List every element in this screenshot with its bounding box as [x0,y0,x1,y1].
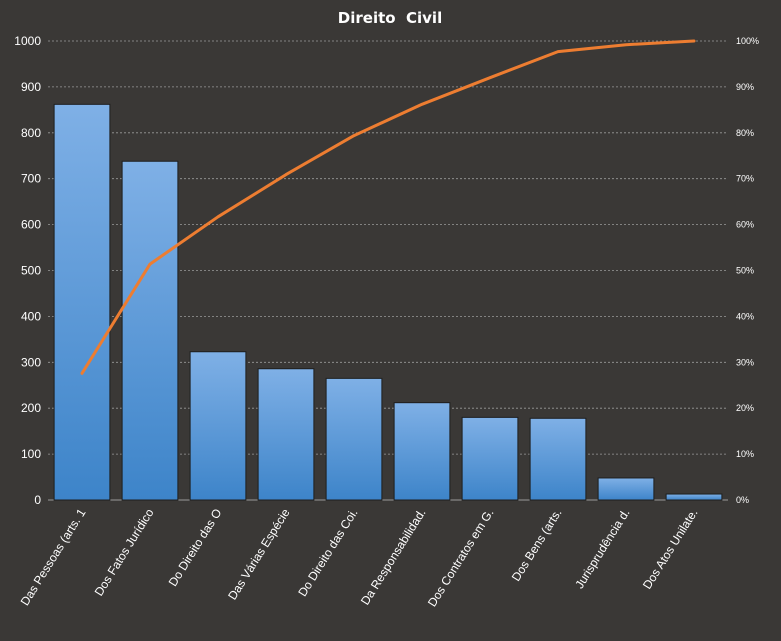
y2-tick-label: 50% [736,266,754,276]
bar [121,160,179,501]
category-label: Do Direito das O [166,506,225,589]
y2-tick-label: 80% [736,128,754,138]
category-label: Dos Contratos em G. [425,506,497,609]
y2-tick-label: 40% [736,311,754,321]
category-label: Do Direito das Coi. [295,506,360,599]
y-tick-label: 1000 [14,34,41,48]
left-axis-ticks: 0 100 200 300 400 500 600 700 800 900 1000 [14,34,41,507]
cumulative-line-group [80,39,696,375]
y-tick-label: 0 [34,493,41,507]
category-labels: Das Pessoas (arts. 1 Dos Fatos Jurídico Do… [18,506,701,609]
category-label: Dos Fatos Jurídico [92,506,157,599]
y2-tick-label: 60% [736,220,754,230]
y-tick-label: 700 [21,172,41,186]
category-label: Dos Atos Unilate. [640,506,701,591]
y-tick-label: 900 [21,80,41,94]
y2-tick-label: 10% [736,449,754,459]
y2-tick-label: 0% [736,495,749,505]
bar [325,377,383,501]
bar [53,103,111,501]
category-label: Jurisprudência d. [572,506,632,591]
y-tick-label: 800 [21,126,41,140]
cumulative-line [80,39,696,375]
y2-tick-label: 90% [736,82,754,92]
category-label: Das Várias Espécie [225,506,293,602]
bar [189,351,247,501]
bar [597,477,655,501]
category-label: Da Responsabilidad. [358,506,429,607]
y2-tick-label: 30% [736,357,754,367]
bar [665,493,723,501]
y2-tick-label: 100% [736,36,759,46]
y-tick-label: 500 [21,264,41,278]
y2-tick-label: 20% [736,403,754,413]
y-tick-label: 400 [21,309,41,323]
category-label: Das Pessoas (arts. 1 [18,506,89,608]
bar [529,417,587,501]
bar [393,402,451,501]
bar [257,368,315,501]
y-tick-label: 100 [21,447,41,461]
y2-tick-label: 70% [736,174,754,184]
y-tick-label: 600 [21,218,41,232]
bars [53,103,723,501]
category-label: Dos Bens (arts. [509,506,565,584]
y-tick-label: 200 [21,401,41,415]
chart-title: Direito Civil [338,9,442,27]
right-axis-ticks: 0% 10% 20% 30% 40% 50% 60% 70% 80% 90% 100% [736,36,759,505]
bar [461,416,519,501]
y-tick-label: 300 [21,355,41,369]
